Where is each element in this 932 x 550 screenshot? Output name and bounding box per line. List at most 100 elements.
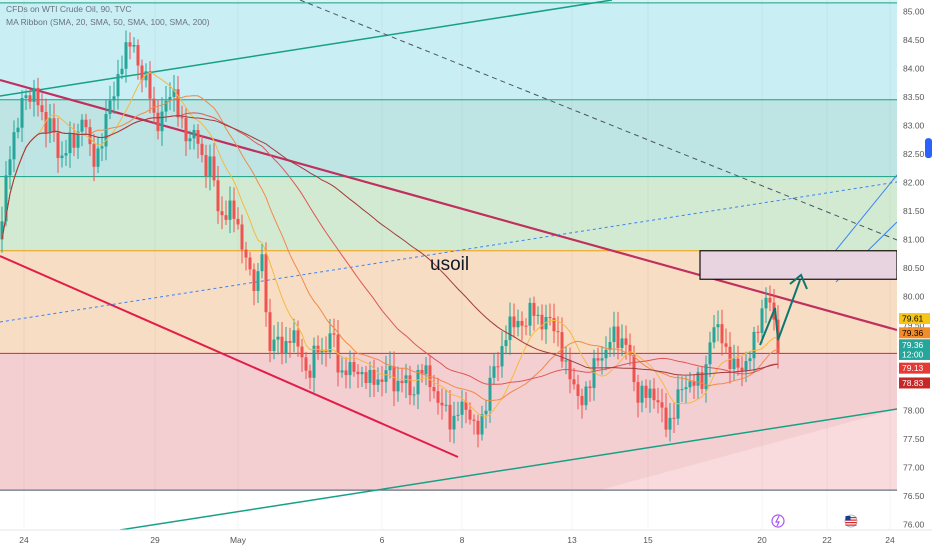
candle-body bbox=[564, 360, 568, 362]
candle-body bbox=[256, 271, 260, 291]
candle-body bbox=[252, 269, 256, 291]
time-tick-label: 29 bbox=[150, 535, 160, 545]
price-tick-label: 79.50 bbox=[903, 320, 925, 330]
candle-body bbox=[148, 71, 152, 99]
candle-body bbox=[668, 417, 672, 430]
candle-body bbox=[500, 346, 504, 367]
time-tick-label: 24 bbox=[19, 535, 29, 545]
candle-body bbox=[768, 297, 772, 303]
candle-body bbox=[524, 325, 528, 327]
candle-body bbox=[532, 302, 536, 316]
candle-body bbox=[132, 44, 136, 47]
candle-body bbox=[196, 130, 200, 144]
candle-body bbox=[84, 119, 88, 128]
candle-body bbox=[208, 156, 212, 177]
candle-body bbox=[8, 159, 12, 176]
arrow-head-icon bbox=[789, 273, 808, 290]
zone-band bbox=[0, 176, 897, 251]
price-badge bbox=[899, 313, 930, 325]
candle-body bbox=[760, 308, 764, 333]
candle-body bbox=[116, 74, 120, 97]
candle-body bbox=[156, 112, 160, 132]
candle-body bbox=[680, 389, 684, 391]
symbol-legend[interactable]: CFDs on WTI Crude Oil, 90, TVC bbox=[6, 4, 132, 14]
lightning-glyph-icon bbox=[775, 515, 780, 527]
candle-body bbox=[440, 402, 444, 406]
price-badge-label: 79.36 bbox=[902, 340, 924, 350]
price-badge-label: 79.36 bbox=[902, 328, 924, 338]
candle-body bbox=[272, 339, 276, 351]
time-axis-bg bbox=[0, 530, 932, 550]
candle-body bbox=[492, 366, 496, 378]
candle-body bbox=[216, 180, 220, 212]
candle-body bbox=[640, 385, 644, 403]
band-accent bbox=[600, 409, 897, 491]
candle-body bbox=[472, 419, 476, 421]
candle-body bbox=[612, 326, 616, 342]
candle-body bbox=[620, 338, 624, 348]
usoil-annotation[interactable]: usoil bbox=[430, 254, 470, 275]
forecast-arrow bbox=[759, 279, 801, 346]
candle-body bbox=[188, 138, 192, 142]
price-badge-label: 79.61 bbox=[902, 314, 924, 324]
candle-body bbox=[456, 414, 460, 416]
price-tick-label: 77.00 bbox=[903, 462, 925, 472]
candle-body bbox=[144, 71, 148, 81]
candle-body bbox=[580, 395, 584, 406]
candle-body bbox=[684, 387, 688, 390]
candle-body bbox=[56, 132, 60, 159]
candle-body bbox=[448, 404, 452, 430]
candle-body bbox=[264, 254, 268, 313]
candle-body bbox=[720, 324, 724, 344]
candle-body bbox=[504, 340, 508, 347]
time-axis: 24 29 May 6 8 13 15 20 22 24 bbox=[0, 529, 932, 550]
candle-body bbox=[488, 377, 492, 411]
time-tick-label: 13 bbox=[567, 535, 577, 545]
time-tick-label: 24 bbox=[885, 535, 895, 545]
candle-body bbox=[220, 211, 224, 216]
candle-body bbox=[560, 332, 564, 362]
price-badge-label: 79.13 bbox=[902, 363, 924, 373]
candle-body bbox=[436, 391, 440, 403]
candle-body bbox=[608, 341, 612, 350]
price-tick-label: 83.50 bbox=[903, 92, 925, 102]
candle-body bbox=[184, 118, 188, 142]
candle-body bbox=[628, 344, 632, 356]
candle-body bbox=[656, 400, 660, 403]
candle-body bbox=[52, 118, 56, 133]
candle-body bbox=[496, 366, 500, 368]
candle-body bbox=[36, 87, 40, 106]
projection-line bbox=[831, 174, 898, 256]
candle-body bbox=[664, 407, 668, 430]
candle-body bbox=[648, 388, 652, 398]
candle-body bbox=[368, 369, 372, 384]
price-tick-label: 77.50 bbox=[903, 434, 925, 444]
candle-body bbox=[380, 379, 384, 382]
candle-body bbox=[48, 118, 52, 133]
time-tick-label: May bbox=[230, 535, 247, 545]
candle-body bbox=[400, 380, 404, 384]
candle-body bbox=[464, 401, 468, 410]
candle-body bbox=[732, 358, 736, 370]
candle-body bbox=[604, 349, 608, 359]
candle-body bbox=[320, 349, 324, 353]
candle-body bbox=[20, 98, 24, 128]
candle-body bbox=[548, 316, 552, 319]
candles bbox=[0, 30, 780, 448]
candle-body bbox=[312, 345, 316, 378]
candle-body bbox=[16, 127, 20, 133]
candle-body bbox=[408, 375, 412, 396]
indicator-legend[interactable]: MA Ribbon (SMA, 20, SMA, 50, SMA, 100, S… bbox=[6, 17, 210, 27]
candle-body bbox=[540, 314, 544, 330]
candle-body bbox=[268, 312, 272, 351]
candle-body bbox=[276, 336, 280, 340]
candle-body bbox=[420, 369, 424, 375]
candle-body bbox=[64, 153, 68, 156]
candle-body bbox=[28, 95, 32, 102]
ma-200 bbox=[1, 115, 779, 376]
candle-body bbox=[164, 100, 168, 112]
candle-body bbox=[172, 89, 176, 97]
candle-body bbox=[108, 100, 112, 114]
